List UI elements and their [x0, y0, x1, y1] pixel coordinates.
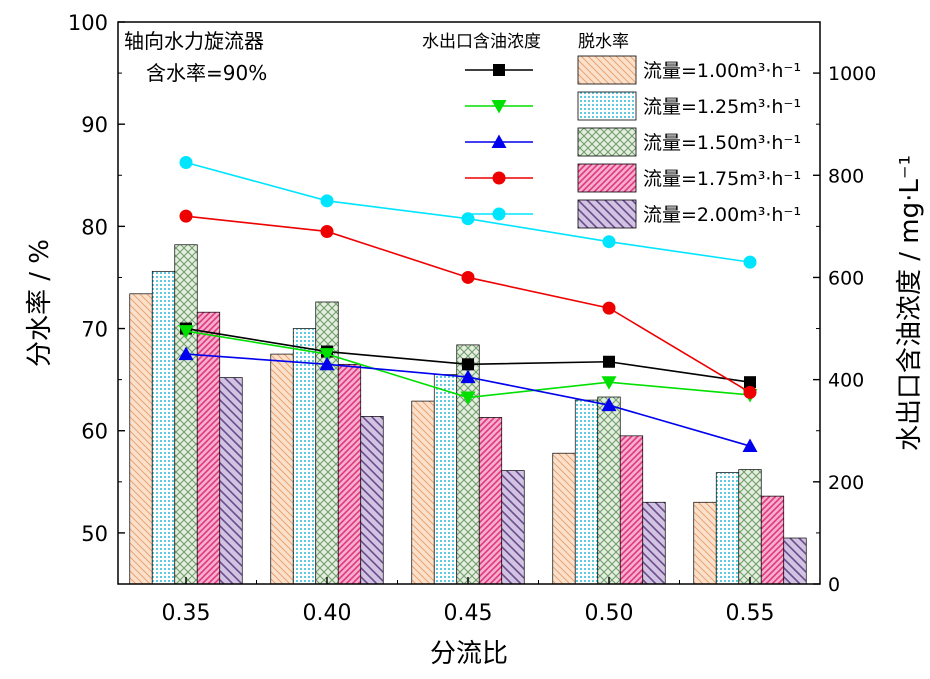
x-axis-title: 分流比: [430, 639, 508, 669]
x-tick-label-2: 0.40: [303, 601, 352, 626]
x-tick-label-3: 0.45: [444, 601, 493, 626]
bar-series-2-cat-4: [574, 399, 599, 585]
annotation-line-1: 轴向水力旋流器: [124, 29, 264, 53]
legend-swatch-2: [577, 91, 637, 121]
y-axis-left-title: 分水率 / %: [25, 239, 55, 367]
bar-series-3-cat-1: [174, 244, 198, 585]
line-series-5-point-4: [602, 235, 616, 249]
line-series-2-point-3: [460, 391, 476, 406]
bar-series-3-cat-5: [738, 469, 762, 585]
line-series-4-point-1: [179, 209, 193, 223]
y-right-tick-label-2: 200: [828, 472, 864, 494]
bar-series-1-cat-2: [270, 353, 294, 585]
bar-series-2-cat-3: [433, 374, 458, 585]
line-series-2-point-4: [601, 376, 617, 390]
bar-series-4-cat-1: [196, 311, 221, 585]
bar-series-5-cat-2: [360, 416, 384, 585]
bar-series-4-cat-2: [337, 363, 362, 585]
bar-series-4-cat-5: [760, 495, 785, 585]
bar-series-1-cat-3: [411, 400, 435, 585]
y-left-tick-label-6: 100: [68, 11, 108, 35]
line-series-5-point-2: [320, 194, 334, 208]
legend: 水出口含油浓度 脱水率 流量=1.00m³·h⁻¹ 流量=1.25m³·h⁻¹ 流量…: [422, 32, 801, 229]
line-series-3-point-2: [319, 356, 335, 371]
bar-series-1-cat-5: [693, 501, 717, 585]
y-left-tick-label-3: 70: [81, 318, 108, 342]
legend-label-5: 流量=2.00m³·h⁻¹: [643, 204, 801, 226]
bar-series-1-cat-1: [129, 293, 153, 585]
line-series-5-point-5: [743, 255, 757, 269]
legend-label-1: 流量=1.00m³·h⁻¹: [643, 60, 801, 82]
bar-series-3-cat-4: [597, 396, 621, 585]
y-right-tick-label-4: 600: [828, 267, 864, 289]
legend-label-3: 流量=1.50m³·h⁻¹: [643, 132, 801, 154]
bar-series-5-cat-4: [642, 501, 666, 585]
bar-series-1-cat-4: [552, 452, 576, 585]
line-series-5-point-3: [461, 212, 475, 226]
line-series-1-point-5: [744, 376, 756, 389]
x-tick-label-5: 0.55: [726, 601, 775, 626]
y-right-tick-label-1: 0: [828, 574, 840, 596]
line-series-3-point-5: [742, 438, 758, 453]
line-series-2-point-2: [319, 348, 335, 362]
legend-marker-3: [491, 134, 507, 148]
legend-swatch-4: [577, 163, 637, 193]
bar-series-2-cat-5: [715, 472, 740, 585]
legend-label-2: 流量=1.25m³·h⁻¹: [643, 96, 801, 118]
y-left-tick-label-5: 90: [81, 113, 108, 137]
line-series-3-point-3: [460, 369, 476, 384]
y-right-tick-label-5: 800: [828, 165, 864, 187]
legend-header-lines: 水出口含油浓度: [422, 32, 541, 52]
line-series-1-point-4: [603, 355, 615, 368]
line-series-4-point-4: [602, 301, 616, 315]
legend-marker-2: [491, 100, 507, 114]
y-left-tick-label-4: 80: [81, 215, 108, 239]
line-series-3-point-1: [178, 346, 194, 361]
legend-swatch-5: [577, 199, 637, 229]
legend-swatch-1: [577, 55, 637, 85]
bar-series-4-cat-4: [619, 435, 644, 585]
line-series-5-point-1: [179, 156, 193, 169]
y-right-tick-label-3: 400: [828, 370, 864, 392]
bar-series-5-cat-3: [501, 470, 525, 585]
legend-marker-1: [493, 64, 505, 76]
x-tick-label-4: 0.50: [585, 601, 634, 626]
legend-label-4: 流量=1.75m³·h⁻¹: [643, 168, 801, 190]
bar-series-4-cat-3: [478, 417, 503, 585]
bar-series-2-cat-2: [292, 328, 317, 585]
y-left-tick-label-2: 60: [81, 420, 108, 444]
x-tick-label-1: 0.35: [162, 601, 211, 626]
line-series-4-point-2: [320, 224, 334, 238]
y-axis-right-title: 水出口含油浓度 / mg·L⁻¹: [895, 155, 925, 451]
line-series-4-point-3: [461, 270, 475, 284]
annotation-line-2: 含水率=90%: [146, 61, 267, 85]
y-right-tick-label-6: 1000: [828, 63, 876, 85]
bar-series-2-cat-1: [151, 270, 176, 585]
legend-swatch-3: [577, 127, 637, 157]
line-series-1-point-3: [462, 358, 474, 371]
plot-frame: [117, 21, 821, 585]
legend-marker-4: [492, 171, 506, 185]
bar-series-5-cat-1: [219, 377, 243, 585]
line-series-2-point-1: [178, 325, 194, 339]
line-series-3-point-4: [601, 397, 617, 412]
legend-marker-5: [492, 207, 506, 221]
line-series-4-point-5: [743, 385, 757, 399]
y-left-tick-label-1: 50: [81, 522, 108, 546]
bar-series-3-cat-2: [315, 301, 339, 585]
bar-series-5-cat-5: [783, 537, 807, 585]
legend-header-bars: 脱水率: [578, 32, 629, 52]
